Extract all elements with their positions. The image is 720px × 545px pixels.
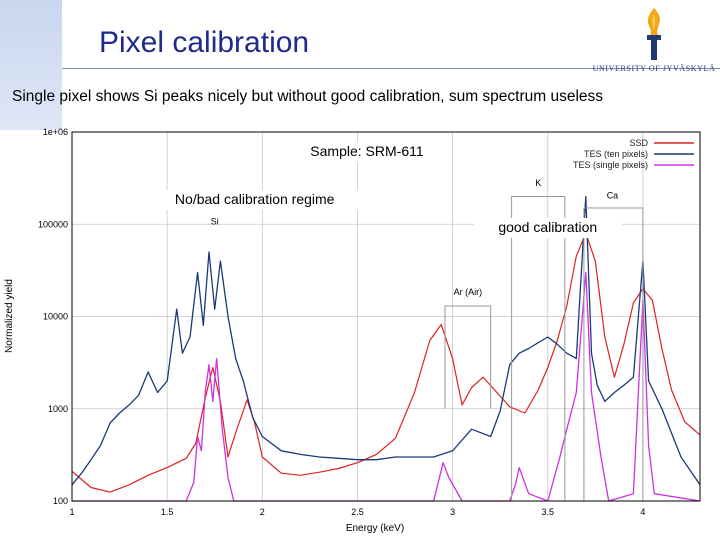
chart-svg: Ar (Air) K Ca Si Sample: SRM-611 No/bad calib… (4, 127, 701, 534)
sample-annotation: Sample: SRM-611 (310, 143, 424, 159)
series-line-ssd (71, 232, 701, 493)
title-side-bar (0, 0, 62, 130)
y-tick-labels: 100 1000 10000 100000 1e+06 (38, 127, 68, 506)
spectrum-chart: Ar (Air) K Ca Si Sample: SRM-611 No/bad calib… (0, 126, 720, 540)
y-tick-label: 10000 (43, 312, 68, 322)
y-tick-label: 1000 (48, 404, 68, 414)
k-label: K (535, 178, 541, 188)
ca-bracket (583, 207, 644, 501)
x-tick-label: 2 (260, 507, 265, 517)
x-tick-label: 1 (69, 507, 74, 517)
university-logo: UNIVERSITY OF JYVÄSKYLÄ (592, 4, 716, 76)
x-tick-label: 3.5 (541, 507, 554, 517)
good-calibration-annotation-bg (473, 218, 622, 238)
logo-text: UNIVERSITY OF JYVÄSKYLÄ (592, 64, 716, 73)
title-divider (62, 68, 720, 69)
k-bracket (511, 195, 566, 501)
x-tick-label: 4 (640, 507, 645, 517)
slide-title: Pixel calibration (99, 26, 310, 59)
legend-label: TES (single pixels) (573, 160, 648, 170)
ar-bracket (444, 305, 492, 409)
legend-label: SSD (629, 138, 648, 148)
legend-label: TES (ten pixels) (584, 149, 648, 159)
no-bad-calibration-annotation: No/bad calibration regime (175, 191, 335, 207)
x-tick-label: 1.5 (161, 507, 174, 517)
ar-label: Ar (Air) (454, 287, 483, 297)
no-bad-calibration-annotation-bg (149, 190, 360, 210)
x-tick-label: 3 (450, 507, 455, 517)
good-calibration-annotation: good calibration (498, 219, 597, 235)
y-tick-label: 100000 (38, 219, 68, 229)
series-line-tes-ten-pixels (71, 195, 701, 486)
x-tick-label: 2.5 (351, 507, 364, 517)
x-axis-label: Energy (keV) (346, 523, 404, 534)
sample-annotation-bg (291, 142, 442, 162)
torch-emblem-icon (647, 8, 661, 60)
si-label: Si (211, 216, 219, 226)
y-axis-label: Normalized yield (4, 279, 15, 353)
series-line-tes-single-pixels (72, 271, 701, 502)
y-tick-label: 100 (53, 496, 68, 506)
ca-label: Ca (607, 191, 619, 201)
y-tick-label: 1e+06 (43, 127, 68, 137)
chart-annotations: Ar (Air) K Ca Si Sample: SRM-611 No/bad calib… (149, 142, 644, 501)
x-tick-labels: 1 1.5 2 2.5 3 3.5 4 (69, 507, 645, 517)
plot-frame (71, 131, 701, 502)
chart-series (71, 195, 701, 502)
slide-subtitle: Single pixel shows Si peaks nicely but w… (12, 88, 604, 105)
